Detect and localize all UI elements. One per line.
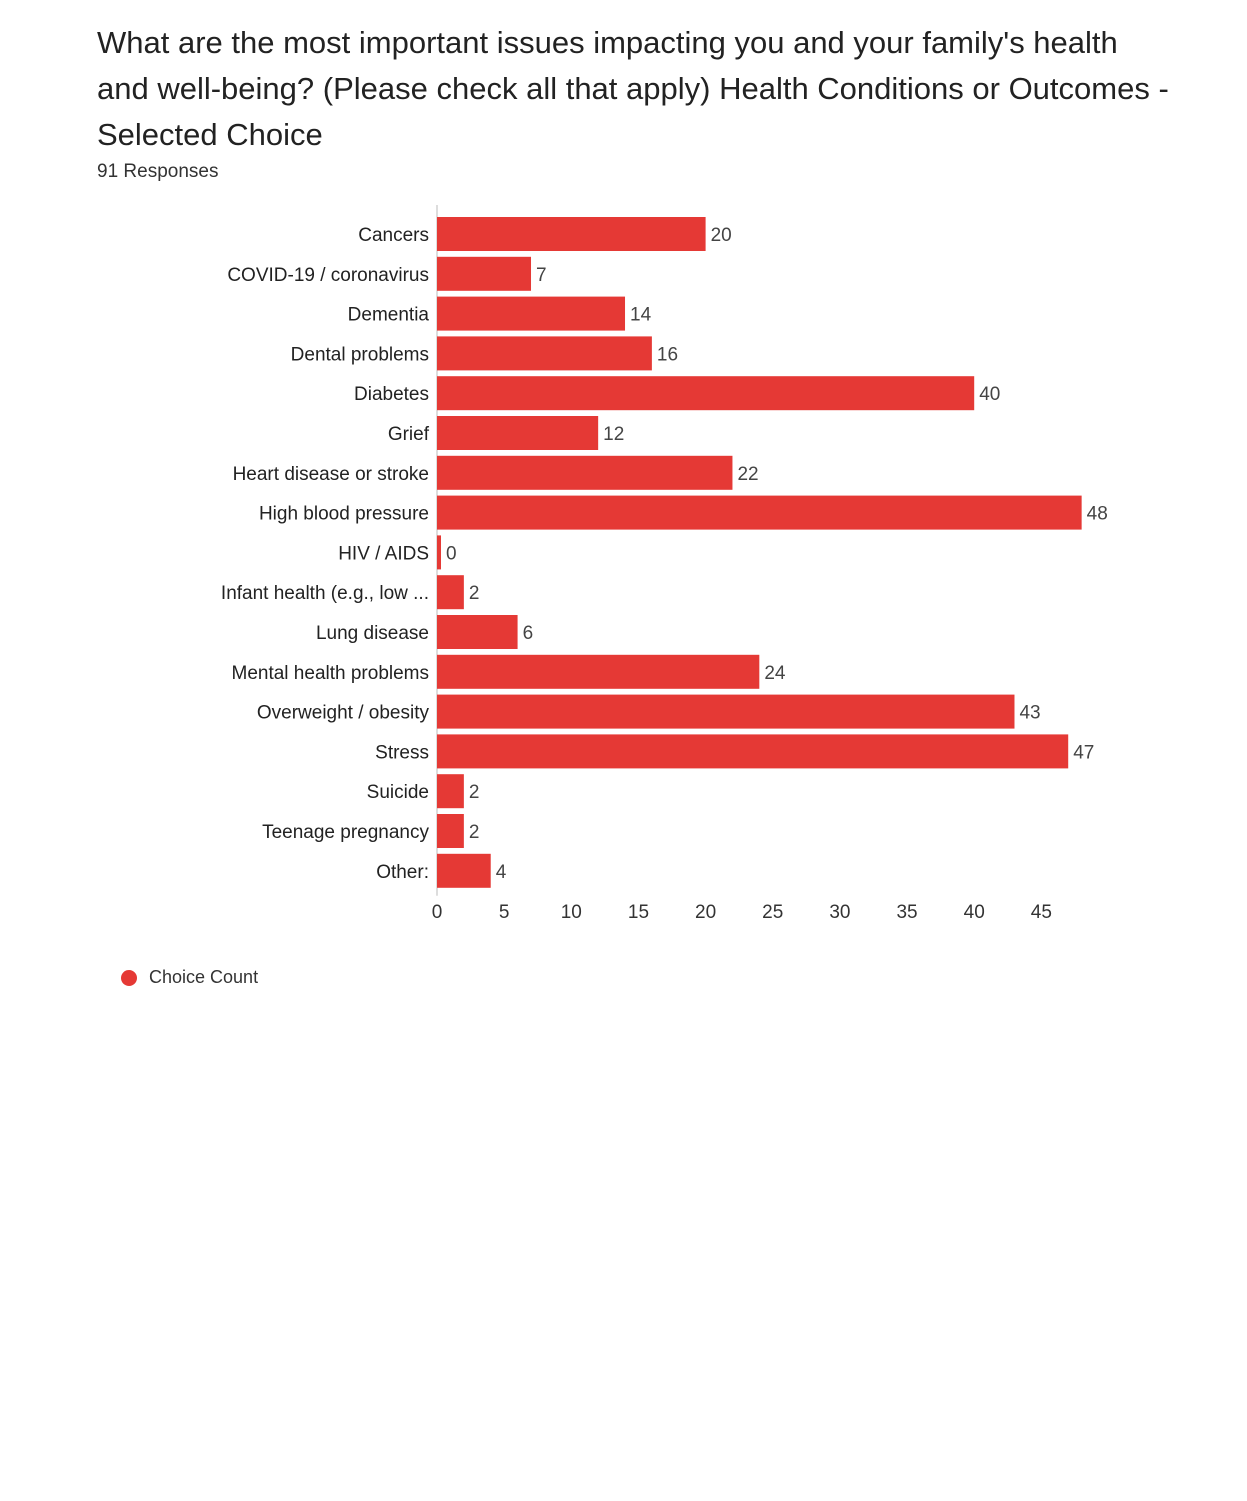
x-tick-label: 20: [695, 902, 716, 923]
bar[interactable]: [437, 217, 706, 251]
bar[interactable]: [437, 535, 441, 570]
bar-value-label: 43: [1019, 703, 1040, 724]
legend-label: Choice Count: [149, 967, 259, 987]
x-tick-label: 5: [499, 902, 510, 923]
bar[interactable]: [437, 256, 532, 291]
x-tick-label: 30: [829, 902, 850, 923]
category-label: Dementia: [348, 305, 430, 326]
x-tick-label: 35: [896, 902, 917, 923]
bar[interactable]: [437, 774, 464, 809]
bar-value-label: 6: [523, 623, 534, 644]
x-tick-label: 25: [762, 902, 783, 923]
category-label: Grief: [388, 424, 430, 445]
category-label: Diabetes: [354, 384, 429, 405]
bar[interactable]: [437, 694, 1015, 729]
response-count: 91 Responses: [97, 161, 219, 182]
bar-value-label: 48: [1087, 504, 1108, 525]
legend-marker: [121, 969, 137, 986]
x-tick-label: 40: [964, 902, 985, 923]
bar-value-label: 2: [469, 583, 480, 604]
bar[interactable]: [437, 455, 733, 490]
category-label: Infant health (e.g., low ...: [221, 583, 429, 604]
category-label: High blood pressure: [259, 504, 429, 525]
bar[interactable]: [437, 654, 760, 689]
bar[interactable]: [437, 575, 464, 610]
bar[interactable]: [437, 376, 975, 411]
category-label: Lung disease: [316, 623, 429, 644]
category-label: Overweight / obesity: [257, 703, 430, 724]
category-label: Mental health problems: [232, 663, 430, 684]
bar[interactable]: [437, 734, 1069, 769]
bar-value-label: 12: [603, 424, 624, 445]
category-label: Stress: [375, 742, 429, 763]
bar[interactable]: [437, 296, 626, 331]
category-label: COVID-19 / coronavirus: [227, 265, 429, 286]
category-label: Teenage pregnancy: [262, 822, 429, 843]
bar-value-label: 40: [979, 384, 1000, 405]
bar-value-label: 2: [469, 782, 480, 803]
x-tick-label: 45: [1031, 902, 1052, 923]
category-label: Dental problems: [291, 344, 429, 365]
bar[interactable]: [437, 814, 464, 848]
bar-value-label: 4: [496, 862, 507, 883]
x-tick-label: 0: [432, 902, 443, 923]
bar-value-label: 47: [1073, 742, 1094, 763]
bar-value-label: 16: [657, 344, 678, 365]
category-label: Suicide: [367, 782, 429, 803]
category-label: HIV / AIDS: [338, 543, 429, 564]
chart-legend[interactable]: Choice Count: [121, 967, 258, 988]
bar-value-label: 7: [536, 265, 547, 286]
bar-value-label: 0: [446, 543, 457, 564]
x-tick-label: 10: [561, 902, 582, 923]
category-label: Cancers: [358, 225, 429, 246]
bar-value-label: 2: [469, 822, 480, 843]
bar[interactable]: [437, 615, 518, 649]
category-label: Other:: [376, 862, 429, 883]
x-tick-label: 15: [628, 902, 649, 923]
bar-value-label: 24: [764, 663, 786, 684]
bar[interactable]: [437, 336, 652, 371]
bar-value-label: 20: [711, 225, 732, 246]
bar-value-label: 14: [630, 305, 652, 326]
bar[interactable]: [437, 416, 599, 450]
bar-value-label: 22: [737, 464, 758, 485]
category-label: Heart disease or stroke: [233, 464, 429, 485]
bar[interactable]: [437, 495, 1082, 530]
chart-title: What are the most important issues impac…: [97, 25, 1169, 152]
bar[interactable]: [437, 853, 491, 888]
